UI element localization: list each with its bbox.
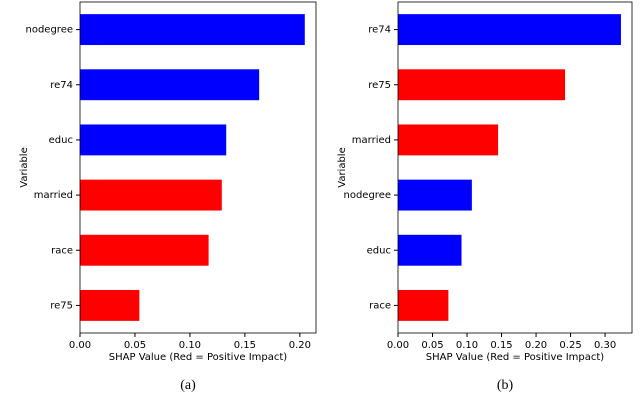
x-tick-label: 0.00 bbox=[69, 340, 91, 351]
bar bbox=[80, 179, 222, 211]
y-axis-label: Variable bbox=[337, 147, 348, 188]
y-tick-label: educ bbox=[367, 245, 391, 256]
bar bbox=[80, 289, 140, 321]
x-tick-label: 0.30 bbox=[594, 340, 616, 351]
x-tick-label: 0.25 bbox=[559, 340, 581, 351]
bar bbox=[80, 124, 227, 156]
bar bbox=[398, 124, 499, 156]
y-tick-label: re74 bbox=[50, 80, 73, 91]
x-tick-label: 0.20 bbox=[525, 340, 547, 351]
plot-frame bbox=[397, 1, 633, 334]
y-tick-label: married bbox=[352, 135, 391, 146]
x-axis-label: SHAP Value (Red = Positive Impact) bbox=[426, 352, 605, 363]
bar bbox=[80, 69, 260, 101]
x-tick-label: 0.10 bbox=[456, 340, 478, 351]
bar bbox=[398, 289, 449, 321]
y-axis-label: Variable bbox=[19, 147, 30, 188]
x-tick-label: 0.05 bbox=[421, 340, 443, 351]
y-tick-label: re75 bbox=[50, 300, 73, 311]
x-axis-label: SHAP Value (Red = Positive Impact) bbox=[109, 352, 288, 363]
y-tick-label: nodegree bbox=[344, 190, 392, 201]
bar bbox=[398, 69, 566, 101]
x-tick-label: 0.20 bbox=[289, 340, 311, 351]
x-tick-label: 0.05 bbox=[124, 340, 146, 351]
bar bbox=[80, 14, 305, 46]
plot-frame bbox=[79, 1, 317, 334]
x-tick-label: 0.10 bbox=[179, 340, 201, 351]
bar bbox=[398, 14, 621, 46]
x-tick-label: 0.15 bbox=[234, 340, 256, 351]
y-tick-label: educ bbox=[49, 135, 73, 146]
y-tick-label: re75 bbox=[368, 80, 391, 91]
x-tick-label: 0.15 bbox=[490, 340, 512, 351]
bar bbox=[398, 179, 472, 211]
bar bbox=[398, 234, 462, 266]
y-tick-label: race bbox=[369, 300, 391, 311]
y-tick-label: married bbox=[34, 190, 73, 201]
y-tick-label: race bbox=[51, 245, 73, 256]
subcaption: (a) bbox=[180, 378, 196, 393]
y-tick-label: nodegree bbox=[26, 25, 74, 36]
bar bbox=[80, 234, 209, 266]
x-tick-label: 0.00 bbox=[387, 340, 409, 351]
subcaption: (b) bbox=[497, 378, 514, 393]
y-tick-label: re74 bbox=[368, 25, 391, 36]
